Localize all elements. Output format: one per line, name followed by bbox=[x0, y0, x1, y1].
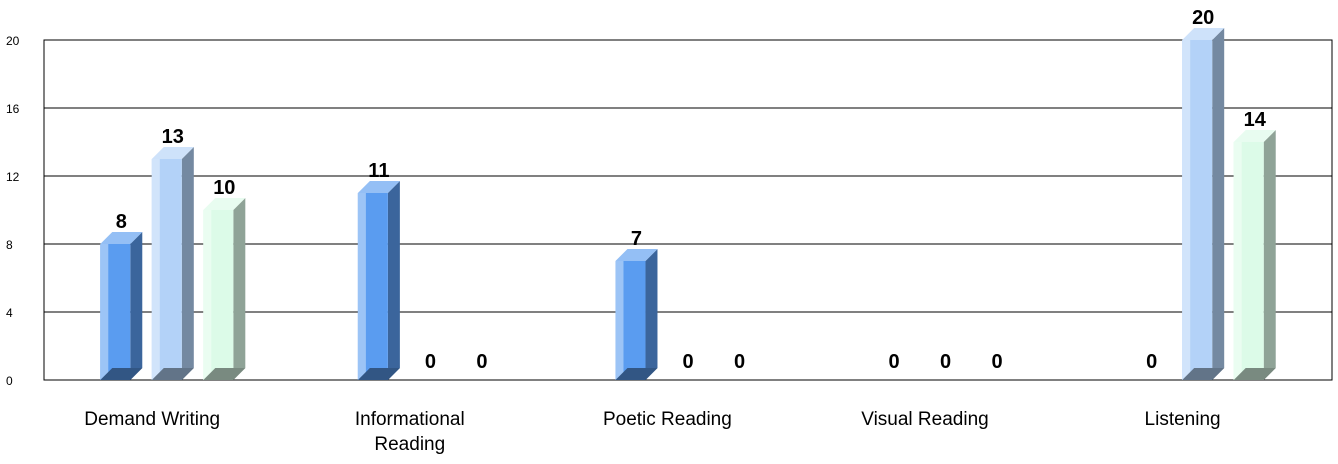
data-label: 0 bbox=[992, 351, 1003, 373]
bar-side bbox=[233, 198, 246, 380]
y-tick-label: 4 bbox=[6, 306, 13, 320]
data-label: 14 bbox=[1244, 109, 1267, 131]
data-label: 0 bbox=[476, 351, 487, 373]
bar-side bbox=[645, 249, 658, 380]
data-label: 0 bbox=[1146, 351, 1157, 373]
bar-highlight bbox=[151, 159, 160, 380]
y-tick-label: 8 bbox=[6, 238, 13, 252]
gridlines bbox=[43, 39, 1333, 381]
bar bbox=[357, 181, 400, 380]
y-tick-label: 16 bbox=[6, 102, 20, 116]
bar-top bbox=[1233, 130, 1276, 142]
y-tick-label: 20 bbox=[6, 34, 20, 48]
data-label: 0 bbox=[734, 351, 745, 373]
bar-top bbox=[100, 232, 143, 244]
category-label: Listening bbox=[1144, 409, 1221, 430]
bar bbox=[1233, 130, 1276, 380]
category-label: Visual Reading bbox=[861, 409, 989, 430]
bar-base bbox=[1182, 368, 1225, 380]
bar bbox=[151, 147, 194, 380]
bar-top bbox=[151, 147, 194, 159]
bar bbox=[203, 198, 246, 380]
bar-side bbox=[1212, 28, 1225, 380]
bar bbox=[1182, 28, 1225, 380]
bar-highlight bbox=[100, 244, 109, 380]
data-label: 0 bbox=[940, 351, 951, 373]
data-label: 11 bbox=[368, 160, 389, 182]
bar-top bbox=[203, 198, 246, 210]
bar-base bbox=[615, 368, 658, 380]
category-label: Poetic Reading bbox=[602, 409, 732, 430]
bar-highlight bbox=[1182, 40, 1191, 380]
bar-base bbox=[357, 368, 400, 380]
category-label: Demand Writing bbox=[84, 409, 221, 430]
data-label: 0 bbox=[682, 351, 693, 373]
bar-base bbox=[203, 368, 246, 380]
bar-highlight bbox=[1233, 142, 1242, 380]
data-label: 0 bbox=[889, 351, 900, 373]
data-label: 8 bbox=[116, 211, 127, 233]
bar-base bbox=[1233, 368, 1276, 380]
bar bbox=[100, 232, 143, 380]
bar-highlight bbox=[615, 261, 624, 380]
y-tick-label: 12 bbox=[6, 170, 20, 184]
bar-side bbox=[130, 232, 143, 380]
bar-side bbox=[387, 181, 400, 380]
data-label: 13 bbox=[162, 126, 184, 148]
bar-base bbox=[100, 368, 143, 380]
plot-frame bbox=[43, 39, 1333, 381]
bar bbox=[615, 249, 658, 380]
bar-highlight bbox=[357, 193, 366, 380]
bar-top bbox=[1182, 28, 1225, 40]
data-labels: 8 13 10 11 0 0 7 0 0 0 0 0 0 20 14 bbox=[116, 7, 1267, 373]
bar-highlight bbox=[203, 210, 212, 380]
data-label: 0 bbox=[425, 351, 436, 373]
bars bbox=[100, 28, 1276, 380]
y-axis-ticks: 0 4 8 12 16 20 bbox=[6, 34, 20, 388]
data-label: 10 bbox=[213, 177, 235, 199]
y-tick-label: 0 bbox=[6, 374, 13, 388]
bar-top bbox=[615, 249, 658, 261]
bar-side bbox=[1263, 130, 1276, 380]
data-label: 7 bbox=[631, 228, 642, 250]
data-label: 20 bbox=[1192, 7, 1214, 29]
bar-side bbox=[181, 147, 194, 380]
category-label: Informational Reading bbox=[354, 409, 465, 455]
bar-base bbox=[151, 368, 194, 380]
bar-top bbox=[357, 181, 400, 193]
